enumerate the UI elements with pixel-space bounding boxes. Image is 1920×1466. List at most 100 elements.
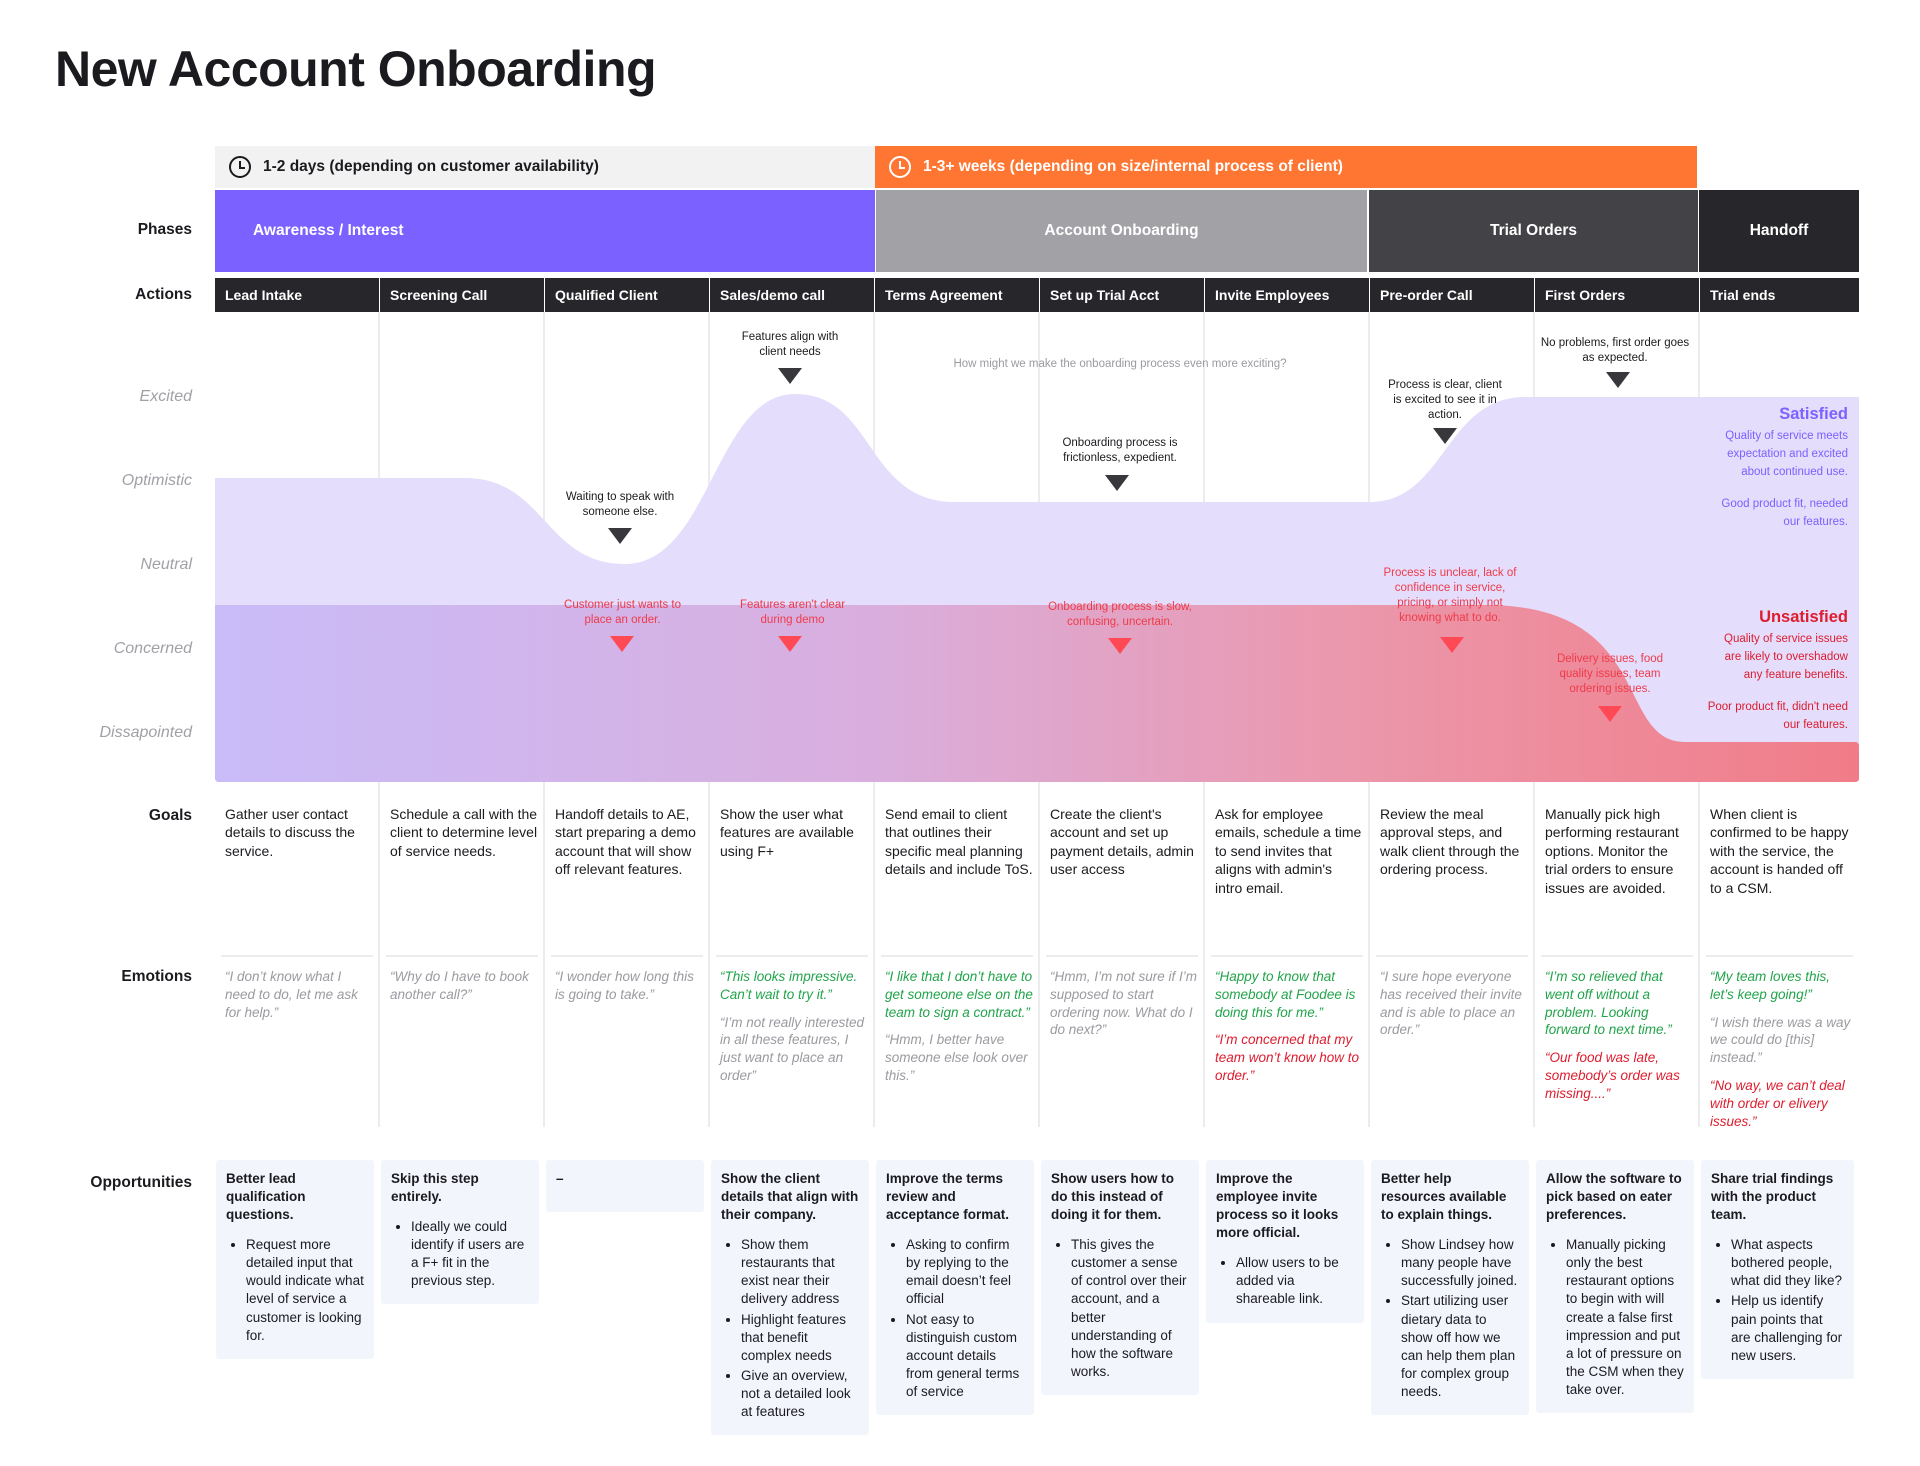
emotion-quote: “Our food was late, somebody’s order was… (1545, 1050, 1680, 1101)
opportunity-title: Better lead qualification questions. (226, 1171, 306, 1223)
emotion-quote: “Hmm, I better have someone else look ov… (885, 1032, 1028, 1084)
note-process-unclear: Process is unclear, lack of confidence i… (1383, 567, 1517, 624)
timeline-short: 1-2 days (depending on customer availabi… (215, 146, 875, 188)
opportunity-card: Improve the employee invite process so i… (1206, 1160, 1364, 1323)
goal-separator (551, 955, 703, 957)
row-label-emotions: Emotions (121, 968, 192, 985)
marker-triangle (1433, 428, 1457, 444)
row-label-opportunities: Opportunities (90, 1174, 192, 1191)
note-features-unclear: Features aren't clear during demo (739, 599, 846, 626)
opportunity-item: What aspects bothered people, what did t… (1731, 1236, 1844, 1290)
opportunity-title: Allow the software to pick based on eate… (1546, 1171, 1682, 1223)
opportunity-list: Manually picking only the best restauran… (1546, 1236, 1684, 1399)
note-onboarding-slow: Onboarding process is slow, confusing, u… (1048, 601, 1192, 628)
opportunity-title: Share trial findings with the product te… (1711, 1171, 1834, 1223)
opportunity-list: This gives the customer a sense of contr… (1051, 1236, 1189, 1381)
action-5: Set up Trial Acct (1040, 278, 1204, 312)
note-process-clear: Process is clear, client is excited to s… (1388, 379, 1502, 421)
opportunity-card: Better help resources available to expla… (1371, 1160, 1529, 1415)
emotion-quote: “I don’t know what I need to do, let me … (225, 969, 358, 1020)
emotion-quote: “I’m so relieved that went off without a… (1545, 969, 1672, 1038)
timeline-label: 1-2 days (depending on customer availabi… (263, 158, 599, 175)
action-0: Lead Intake (215, 278, 379, 312)
emotion-quote: “I wish there was a way we could do [thi… (1710, 1014, 1851, 1066)
emotion-quote: “I like that I don’t have to get someone… (885, 969, 1033, 1020)
opportunity-item: Asking to confirm by replying to the ema… (906, 1236, 1024, 1308)
goal-separator (386, 955, 538, 957)
emotion-quote: “Why do I have to book another call?” (390, 969, 529, 1002)
clock-icon (229, 156, 251, 178)
marker-triangle (610, 636, 634, 652)
goal-separator (1541, 955, 1693, 957)
unsatisfied-fit: Poor product fit, didn't need our featur… (1707, 701, 1848, 731)
note-features-align: Features align with client needs (741, 331, 839, 358)
emotion-quotes: “Hmm, I’m not sure if I’m supposed to st… (1050, 968, 1200, 1049)
phase-trial-orders: Trial Orders (1369, 190, 1698, 272)
goal-separator (881, 955, 1033, 957)
row-label-goals: Goals (148, 807, 192, 824)
marker-triangle (1606, 372, 1630, 388)
goal-separator (1706, 955, 1853, 957)
action-3: Sales/demo call (710, 278, 874, 312)
opportunity-card: Improve the terms review and acceptance … (876, 1160, 1034, 1415)
emotion-quote: “I sure hope everyone has received their… (1380, 969, 1522, 1038)
satisfied-fit: Good product fit, needed our features. (1721, 498, 1848, 528)
action-1: Screening Call (380, 278, 544, 312)
note-no-problems: No problems, first order goes as expecte… (1540, 337, 1690, 364)
emotion-quote: “Happy to know that somebody at Foodee i… (1215, 969, 1356, 1020)
goal-text: When client is confirmed to be happy wit… (1710, 806, 1849, 896)
goal-text: Review the meal approval steps, and walk… (1380, 806, 1520, 878)
emotion-quotes: “I like that I don’t have to get someone… (885, 968, 1035, 1095)
emotion-quotes: “My team loves this, let’s keep going!” “… (1710, 968, 1855, 1141)
opportunity-title: Improve the employee invite process so i… (1216, 1171, 1339, 1241)
emotion-quote: “No way, we can’t deal with order or eli… (1710, 1078, 1845, 1129)
opportunity-item: Manually picking only the best restauran… (1566, 1236, 1684, 1399)
opportunity-item: Start utilizing user dietary data to sho… (1401, 1292, 1519, 1400)
opportunity-card: – (546, 1160, 704, 1213)
opportunity-list: Asking to confirm by replying to the ema… (886, 1236, 1024, 1401)
opportunity-title: Skip this step entirely. (391, 1171, 479, 1205)
opportunity-item: Not easy to distinguish custom account d… (906, 1311, 1024, 1401)
emotion-quotes: “Why do I have to book another call?” (390, 968, 540, 1014)
opportunity-card: Share trial findings with the product te… (1701, 1160, 1854, 1379)
marker-triangle (608, 528, 632, 544)
emotion-quote: “Hmm, I’m not sure if I’m supposed to st… (1050, 969, 1198, 1038)
unsatisfied-title: Unsatisfied (1759, 608, 1848, 626)
opportunity-item: Help us identify pain points that are ch… (1731, 1292, 1844, 1364)
opportunity-item: Show them restaurants that exist near th… (741, 1236, 859, 1308)
note-frictionless: Onboarding process is frictionless, expe… (1062, 437, 1178, 464)
marker-triangle (1598, 706, 1622, 722)
action-2: Qualified Client (545, 278, 709, 312)
timeline-label: 1-3+ weeks (depending on size/internal p… (923, 158, 1343, 175)
satisfied-desc: Quality of service meets expectation and… (1725, 430, 1848, 478)
goal-text: Send email to client that outlines their… (885, 806, 1033, 878)
emotion-quote: “I wonder how long this is going to take… (555, 969, 694, 1002)
opportunity-title: Improve the terms review and acceptance … (886, 1171, 1010, 1223)
goal-text: Manually pick high performing restaurant… (1545, 806, 1679, 896)
opportunity-item: Request more detailed input that would i… (246, 1236, 364, 1344)
opportunity-card: Show the client details that align with … (711, 1160, 869, 1436)
opportunity-item: This gives the customer a sense of contr… (1071, 1236, 1189, 1381)
goal-separator (1046, 955, 1198, 957)
clock-icon (889, 156, 911, 178)
emotion-quote: “I’m not really interested in all these … (720, 1014, 865, 1084)
opportunity-card: Skip this step entirely. Ideally we could… (381, 1160, 539, 1305)
emotion-quotes: “Happy to know that somebody at Foodee i… (1215, 968, 1365, 1095)
opportunity-list: Show them restaurants that exist near th… (721, 1236, 859, 1421)
note-delivery-issues: Delivery issues, food quality issues, te… (1556, 653, 1664, 695)
emotion-quotes: “I don’t know what I need to do, let me … (225, 968, 375, 1031)
marker-triangle (1105, 475, 1129, 491)
opportunity-card: Better lead qualification questions. Requ… (216, 1160, 374, 1359)
scale-disappointed: Dissapointed (99, 724, 193, 741)
opportunity-list: Show Lindsey how many people have succes… (1381, 1236, 1519, 1401)
goal-separator (1376, 955, 1528, 957)
scale-concerned: Concerned (113, 640, 192, 657)
goal-separator (1211, 955, 1363, 957)
goal-separator (221, 955, 373, 957)
goal-text: Handoff details to AE, start preparing a… (555, 806, 696, 878)
action-4: Terms Agreement (875, 278, 1039, 312)
emotion-quote: “This looks impressive. Can’t wait to tr… (720, 969, 858, 1002)
marker-triangle (1108, 638, 1132, 654)
opportunity-title: Show the client details that align with … (721, 1171, 859, 1223)
opportunity-list: What aspects bothered people, what did t… (1711, 1236, 1844, 1365)
